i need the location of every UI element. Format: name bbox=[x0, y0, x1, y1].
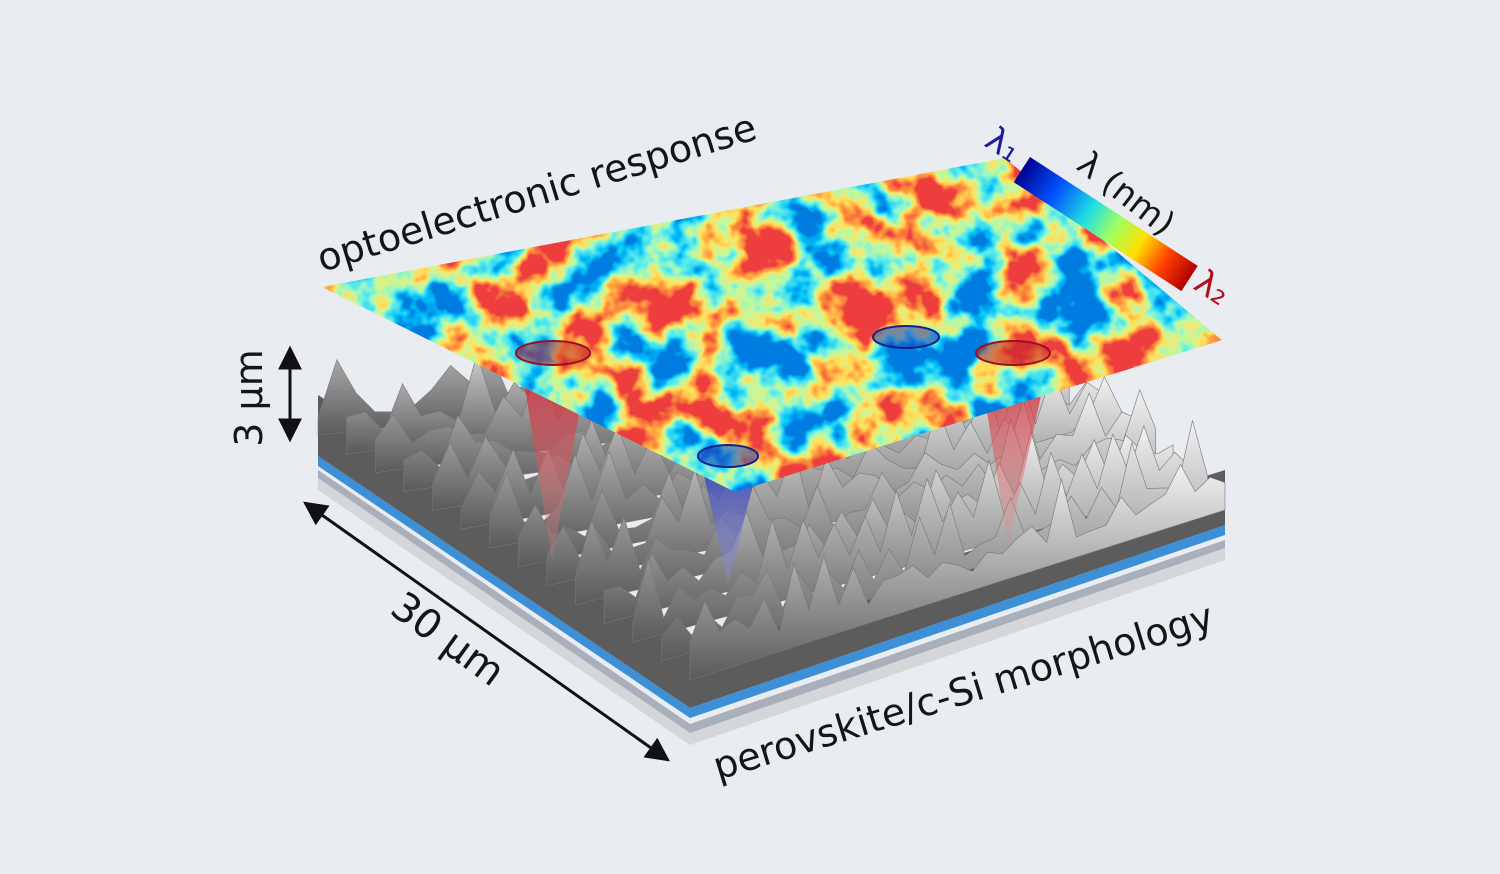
blue-cone bbox=[700, 457, 760, 585]
red-spot bbox=[975, 340, 1051, 366]
width-arrow bbox=[303, 501, 670, 762]
peak-ridge bbox=[689, 463, 1226, 681]
height-label: 3 µm bbox=[227, 349, 271, 446]
blue-spot bbox=[697, 444, 759, 468]
blue-spot bbox=[872, 325, 940, 349]
colorbar bbox=[1013, 157, 1198, 292]
red-spot bbox=[515, 340, 591, 366]
